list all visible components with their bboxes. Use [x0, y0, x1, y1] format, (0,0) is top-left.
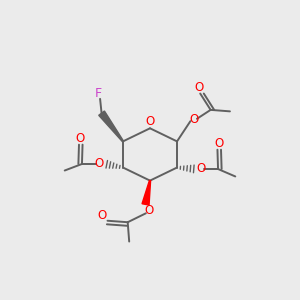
Polygon shape	[142, 181, 151, 205]
Text: O: O	[76, 132, 85, 145]
Text: O: O	[190, 113, 199, 126]
Polygon shape	[99, 111, 123, 142]
Text: O: O	[195, 81, 204, 94]
Text: O: O	[214, 137, 224, 150]
Text: O: O	[146, 115, 154, 128]
Text: F: F	[95, 87, 102, 100]
Text: O: O	[196, 162, 206, 175]
Text: O: O	[144, 204, 153, 217]
Text: O: O	[97, 209, 106, 222]
Text: O: O	[94, 157, 104, 170]
